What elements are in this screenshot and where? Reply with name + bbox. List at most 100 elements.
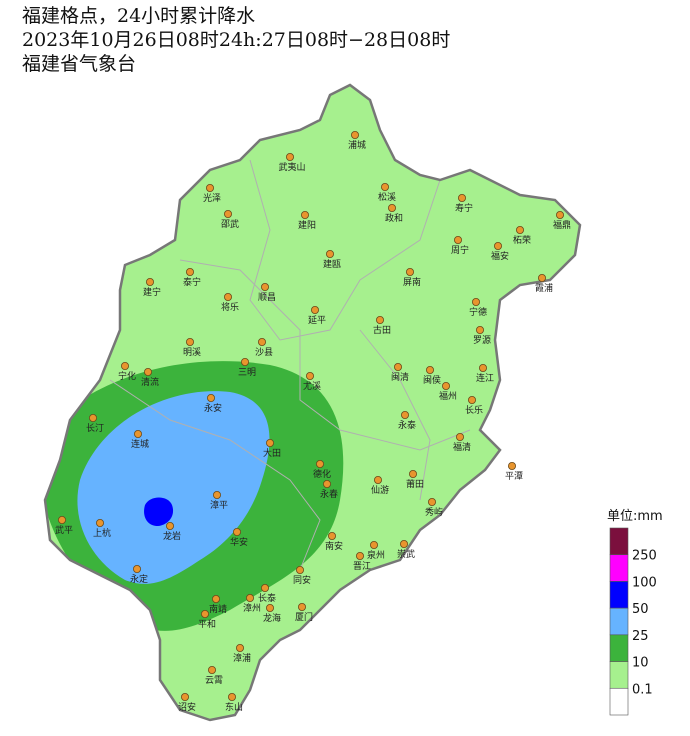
city-dot: [507, 461, 516, 470]
legend-swatch: [609, 661, 629, 689]
city-label: 德化: [313, 468, 331, 480]
city-dot: [223, 292, 232, 301]
legend-label: 10: [632, 656, 649, 671]
city-label: 三明: [238, 367, 256, 378]
city-label: 南安: [325, 540, 343, 552]
city-dot: [240, 357, 249, 366]
city-label: 崇武: [397, 548, 415, 560]
city-dot: [427, 497, 436, 506]
city-dot: [143, 367, 152, 376]
city-label: 福安: [491, 250, 509, 262]
city-dot: [405, 267, 414, 276]
city-label: 宁化: [118, 370, 136, 382]
city-label: 仙游: [371, 484, 389, 496]
city-label: 大田: [263, 447, 281, 459]
city-dot: [245, 594, 254, 603]
city-dot: [455, 432, 464, 441]
city-dot: [207, 666, 216, 675]
city-dot: [471, 297, 480, 306]
zone-25-50: [77, 391, 270, 584]
city-dot: [327, 532, 336, 541]
city-label: 漳浦: [233, 652, 251, 664]
city-label: 平潭: [505, 471, 523, 482]
issuer: 福建省气象台: [22, 53, 136, 75]
city-label: 建瓯: [323, 258, 341, 270]
city-dot: [206, 393, 215, 402]
city-dot: [399, 540, 408, 549]
city-label: 长泰: [258, 592, 276, 604]
city-label: 上杭: [93, 527, 111, 539]
city-dot: [457, 193, 466, 202]
city-label: 明溪: [183, 346, 201, 358]
city-label: 秀屿: [425, 506, 443, 518]
city-label: 柘荣: [513, 234, 531, 246]
city-dot: [373, 475, 382, 484]
city-label: 南靖: [209, 603, 227, 615]
city-label: 龙岩: [163, 530, 181, 542]
city-dot: [211, 595, 220, 604]
legend-swatch: [609, 554, 629, 582]
city-label: 晋江: [353, 561, 371, 572]
city-label: 古田: [373, 324, 391, 336]
county-borders: [109, 159, 471, 571]
city-label: 漳州: [243, 602, 261, 614]
city-dot: [475, 325, 484, 334]
city-dot: [235, 644, 244, 653]
city-label: 长乐: [465, 404, 483, 416]
city-label: 龙海: [263, 612, 281, 624]
city-label: 莆田: [406, 478, 424, 490]
city-dot: [297, 603, 306, 612]
city-label: 闽侯: [423, 374, 441, 386]
city-dot: [89, 413, 98, 422]
city-label: 尤溪: [303, 380, 321, 392]
city-label: 永春: [320, 488, 338, 500]
city-label: 周宁: [451, 244, 469, 256]
city-label: 永泰: [398, 419, 416, 431]
city-label: 福州: [439, 390, 457, 402]
city-label: 泰宁: [183, 276, 201, 288]
legend-unit: 单位:mm: [607, 509, 663, 524]
city-dot: [408, 469, 417, 478]
legend-label: 50: [632, 602, 649, 617]
city-label: 诏安: [178, 701, 196, 713]
city-label: 永定: [130, 573, 148, 585]
city-dot: [467, 395, 476, 404]
city-label: 建阳: [298, 219, 316, 231]
city-label: 霞浦: [535, 282, 553, 294]
city-label: 屏南: [403, 276, 421, 288]
city-label: 邵武: [221, 218, 239, 230]
city-label: 福清: [453, 441, 471, 453]
city-label: 政和: [385, 212, 403, 224]
city-label: 延平: [308, 314, 326, 326]
city-label: 东山: [225, 701, 243, 713]
city-label: 华安: [230, 536, 248, 548]
city-label: 长汀: [86, 422, 104, 434]
city-dot: [265, 604, 274, 613]
city-label: 云霄: [205, 675, 223, 686]
city-label: 厦门: [295, 611, 313, 623]
title: 福建格点，24小时累计降水: [22, 5, 255, 27]
city-dot: [145, 277, 154, 286]
city-label: 松溪: [378, 191, 396, 203]
city-dot: [96, 519, 105, 528]
city-dot: [185, 337, 194, 346]
city-dot: [260, 282, 269, 291]
legend-swatch: [609, 607, 629, 636]
city-dot: [315, 459, 324, 468]
city-dot: [393, 362, 402, 371]
city-dot: [556, 210, 565, 219]
city-dot: [516, 225, 525, 234]
legend-label: 250: [632, 549, 657, 564]
city-label: 同安: [293, 574, 311, 586]
city-dot: [350, 130, 359, 139]
city-dot: [285, 152, 294, 161]
city-dot: [441, 381, 450, 390]
city-label: 寿宁: [455, 202, 473, 214]
city-dot: [355, 552, 364, 561]
legend-swatch: [609, 634, 629, 662]
city-label: 顺昌: [258, 292, 276, 303]
city-label: 漳平: [210, 499, 228, 511]
city-dot: [212, 490, 221, 499]
city-dot: [325, 249, 334, 258]
